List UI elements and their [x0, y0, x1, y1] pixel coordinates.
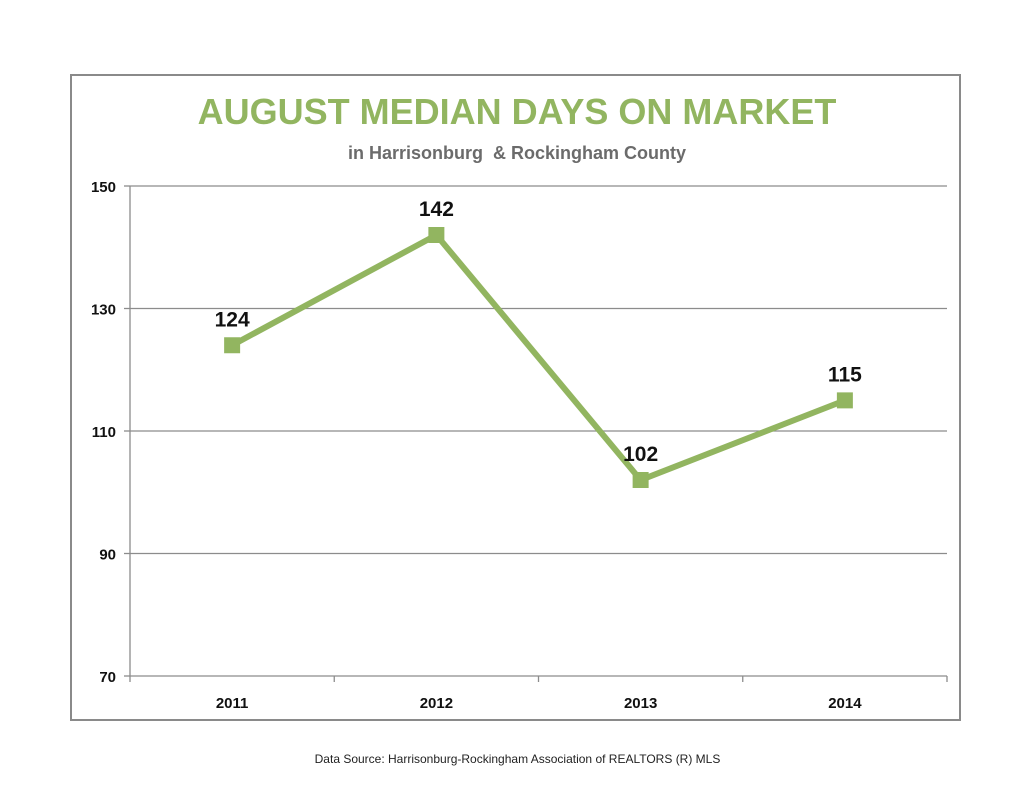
y-tick-label: 110: [92, 424, 116, 441]
data-label: 124: [215, 308, 250, 331]
chart-frame: [70, 74, 961, 721]
x-tick-label: 2012: [420, 695, 453, 712]
x-tick-label: 2011: [216, 695, 249, 712]
y-tick-label: 150: [91, 179, 116, 196]
x-tick-label: 2013: [624, 695, 657, 712]
data-point-marker: [224, 337, 241, 354]
data-label: 115: [828, 363, 862, 386]
chart-title: AUGUST MEDIAN DAYS ON MARKET: [198, 91, 837, 132]
data-point-marker: [836, 392, 853, 409]
data-labels: 124 142 102 115: [215, 198, 863, 466]
axes: 70 90 110 130 150 2011 2012 2013 2014: [91, 179, 948, 712]
gridlines: [130, 185, 947, 555]
y-tick-label: 70: [99, 669, 116, 686]
data-point-marker: [632, 472, 649, 488]
data-label: 142: [419, 198, 454, 221]
series-line-group: [224, 227, 853, 488]
y-tick-label: 130: [91, 302, 116, 319]
data-source-note: Data Source: Harrisonburg-Rockingham Ass…: [314, 752, 721, 766]
data-point-marker: [428, 227, 445, 243]
x-tick-label: 2014: [828, 695, 862, 712]
y-tick-label: 90: [99, 547, 116, 564]
chart-subtitle: in Harrisonburg & Rockingham County: [348, 143, 686, 163]
series-line: [230, 231, 846, 484]
data-label: 102: [623, 443, 658, 466]
